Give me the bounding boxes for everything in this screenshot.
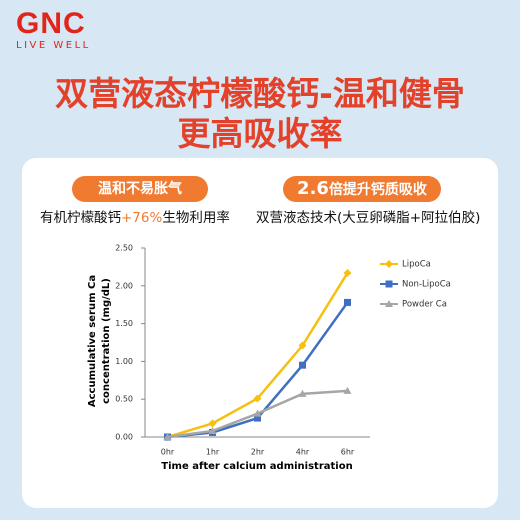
marker xyxy=(344,298,351,306)
x-tick-label: 4hr xyxy=(296,448,310,457)
y-tick-label: 0.50 xyxy=(115,395,133,404)
legend-marker xyxy=(385,280,393,288)
badge: 温和不易胀气 xyxy=(72,176,208,202)
legend-marker xyxy=(385,300,393,307)
title: 更高吸收率 xyxy=(177,114,343,153)
x-tick-label: 2hr xyxy=(251,448,265,457)
marker xyxy=(254,414,261,422)
x-tick-label: 0hr xyxy=(161,448,175,457)
feature-text: 双营液态技术(大豆卵磷脂+阿拉伯胶) xyxy=(256,210,481,226)
y-tick-label: 2.00 xyxy=(115,281,133,290)
title: 双营液态柠檬酸钙-温和健骨 xyxy=(55,74,465,113)
x-tick-label: 1hr xyxy=(206,448,220,457)
logo: GNC LIVE WELL xyxy=(16,8,91,52)
marker xyxy=(299,361,306,369)
legend-label: LipoCa xyxy=(402,260,431,270)
badge-number: 2.6 xyxy=(297,178,329,199)
legend-label: Powder Ca xyxy=(402,300,447,310)
marker xyxy=(208,419,217,428)
marker xyxy=(253,394,262,403)
marker xyxy=(163,433,172,440)
text: 有机柠檬酸钙 xyxy=(40,210,121,226)
legend-label: Non-LipoCa xyxy=(402,280,451,290)
card: 温和不易胀气 有机柠檬酸钙+76%生物利用率 2.6倍提升钙质吸收 双营液态技术… xyxy=(22,158,498,508)
y-tick-label: 1.50 xyxy=(115,319,133,328)
marker xyxy=(343,386,352,394)
x-tick-label: 6hr xyxy=(341,448,355,457)
marker xyxy=(343,268,352,277)
y-axis-label: Accumulative serum Ca xyxy=(87,275,98,407)
marker xyxy=(253,409,262,417)
y-tick-label: 2.50 xyxy=(115,244,133,253)
badge-text: 倍提升钙质吸收 xyxy=(328,182,427,198)
y-tick-label: 0.00 xyxy=(115,433,133,442)
marker xyxy=(208,426,217,434)
y-axis-label: concentration (mg/dL) xyxy=(101,278,112,404)
brand: GNC xyxy=(16,7,86,40)
marker xyxy=(298,341,307,350)
text: 生物利用率 xyxy=(162,210,230,226)
legend-marker xyxy=(385,260,393,268)
marker xyxy=(298,389,307,397)
badge: 2.6倍提升钙质吸收 xyxy=(283,176,441,202)
x-axis-label: Time after calcium administration xyxy=(161,461,352,472)
highlight: +76% xyxy=(121,210,163,226)
tagline: LIVE WELL xyxy=(16,40,91,51)
y-tick-label: 1.00 xyxy=(115,357,133,366)
feature-text: 有机柠檬酸钙+76%生物利用率 xyxy=(40,206,230,226)
